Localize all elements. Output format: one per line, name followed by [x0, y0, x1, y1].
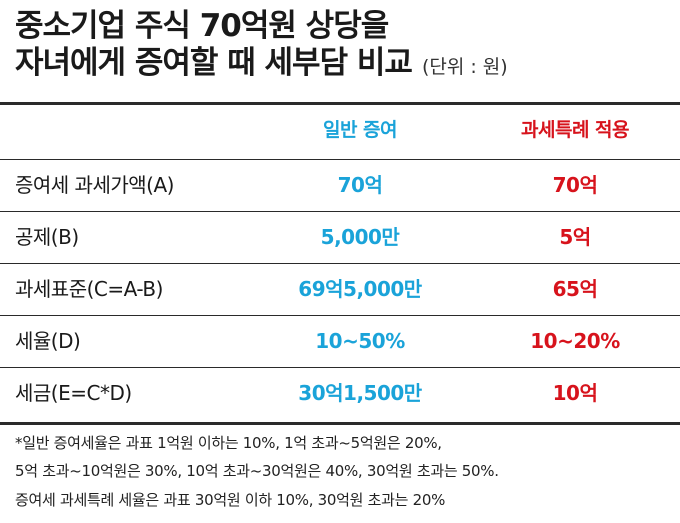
row-divider [0, 315, 680, 316]
title-line-1: 중소기업 주식 70억원 상당을 [15, 8, 389, 44]
table-top-rule [0, 102, 680, 105]
table-row: 공제(B) 5,000만 5억 [0, 212, 680, 263]
row-label: 과세표준(C=A-B) [15, 277, 163, 301]
unit-note: (단위 : 원) [421, 56, 508, 78]
row-special-value: 5억 [559, 225, 591, 249]
footnote-line-1: *일반 증여세율은 과표 1억원 이하는 10%, 1억 초과~5억원은 20%… [15, 434, 442, 452]
table-row: 세금(E=C*D) 30억1,500만 10억 [0, 368, 680, 419]
table-bottom-rule [0, 422, 680, 425]
row-divider [0, 367, 680, 368]
row-label: 증여세 과세가액(A) [15, 173, 174, 197]
row-general-value: 70억 [337, 173, 383, 197]
row-divider [0, 263, 680, 264]
table-row: 증여세 과세가액(A) 70억 70억 [0, 160, 680, 211]
row-general-value: 10~50% [315, 329, 405, 353]
row-divider [0, 211, 680, 212]
row-special-value: 10~20% [530, 329, 620, 353]
title-line-2-text: 자녀에게 증여할 때 세부담 비교 [15, 45, 413, 81]
row-label: 세율(D) [15, 329, 81, 353]
table-row: 세율(D) 10~50% 10~20% [0, 316, 680, 367]
header-rule [0, 159, 680, 160]
row-general-value: 69억5,000만 [298, 277, 422, 301]
header-general: 일반 증여 [322, 119, 398, 141]
row-label: 세금(E=C*D) [15, 381, 132, 405]
row-special-value: 65억 [552, 277, 598, 301]
header-special: 과세특례 적용 [521, 119, 630, 141]
table-row: 과세표준(C=A-B) 69억5,000만 65억 [0, 264, 680, 315]
title-line-2: 자녀에게 증여할 때 세부담 비교 (단위 : 원) [15, 45, 508, 85]
row-general-value: 5,000만 [320, 225, 400, 249]
row-label: 공제(B) [15, 225, 79, 249]
row-special-value: 70억 [552, 173, 598, 197]
row-general-value: 30억1,500만 [298, 381, 422, 405]
row-special-value: 10억 [552, 381, 598, 405]
footnote-line-2: 5억 초과~10억원은 30%, 10억 초과~30억원은 40%, 30억원 … [15, 462, 499, 480]
footnote-line-3: 증여세 과세특례 세율은 과표 30억원 이하 10%, 30억원 초과는 20… [15, 491, 446, 509]
